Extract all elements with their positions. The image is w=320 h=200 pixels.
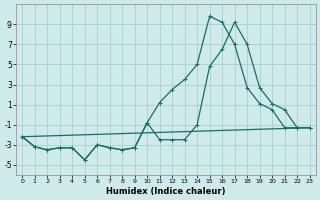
X-axis label: Humidex (Indice chaleur): Humidex (Indice chaleur)	[106, 187, 226, 196]
